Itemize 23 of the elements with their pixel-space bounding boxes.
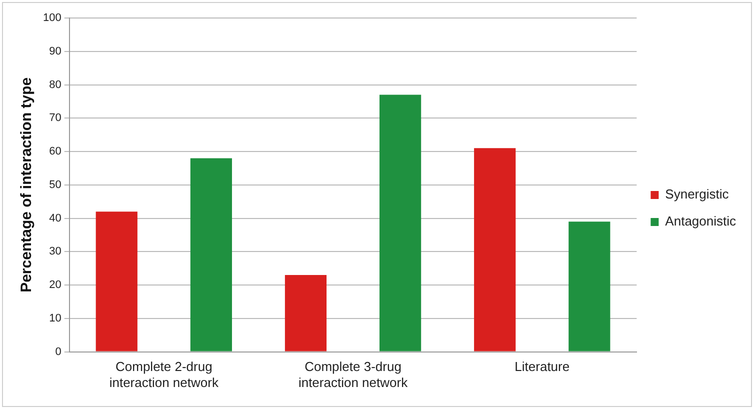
y-tick-label: 100	[42, 12, 62, 24]
bar	[379, 94, 422, 352]
bar	[474, 148, 516, 352]
x-tick-label: Complete 3-drug interaction network	[298, 359, 408, 390]
y-tick-label: 70	[49, 112, 62, 124]
y-axis-title: Percentage of interaction type	[18, 77, 36, 292]
x-tick-label: Complete 2-drug interaction network	[109, 359, 219, 390]
y-tick-label: 80	[49, 78, 62, 91]
x-tick-label: Literature	[514, 359, 570, 374]
bar	[568, 222, 610, 352]
y-tick-label: 50	[49, 178, 62, 191]
bar	[284, 275, 327, 352]
y-tick-label: 40	[49, 212, 62, 224]
legend-label: Synergistic	[665, 186, 730, 202]
y-tick-label: 60	[49, 146, 62, 158]
bar	[96, 212, 138, 352]
y-tick-label: 0	[55, 346, 62, 358]
y-tick-label: 20	[49, 279, 62, 292]
y-tick-label: 30	[49, 246, 62, 258]
legend-label: Antagonistic	[665, 214, 736, 229]
bar	[190, 158, 232, 352]
y-tick-label: 90	[49, 45, 62, 58]
y-tick-label: 10	[49, 312, 62, 324]
